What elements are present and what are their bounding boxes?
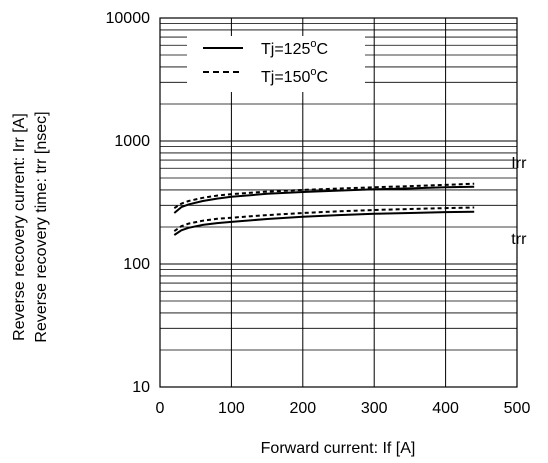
x-tick-label: 400 [432, 400, 459, 417]
legend-entry-125-sup: o [310, 38, 316, 50]
legend-entry-125-main: Tj=125 [261, 41, 310, 58]
legend: Tj=125oC Tj=150oC [187, 36, 365, 92]
annotation-trr: trr [511, 231, 527, 248]
plot-frame [159, 17, 518, 388]
x-tick-label: 200 [289, 400, 316, 417]
x-tick-label: 100 [218, 400, 245, 417]
tick-labels: 0 100 200 300 400 500 10 100 1000 10000 [106, 10, 531, 417]
annotation-irr: Irr [511, 155, 527, 172]
legend-entry-150-unit: C [317, 69, 329, 86]
x-axis-label: Forward current: If [A] [261, 440, 416, 457]
y-tick-label: 10 [132, 379, 150, 396]
series-line-irr-dashed [173, 182, 475, 209]
x-tick-label: 0 [156, 400, 165, 417]
legend-entry-150-main: Tj=150 [261, 69, 310, 86]
series-line-irr-solid [173, 185, 475, 214]
legend-entry-150: Tj=150oC [261, 66, 328, 86]
legend-entry-125: Tj=125oC [261, 38, 328, 58]
legend-background [187, 36, 365, 92]
y-axis-label-trr: Reverse recovery time: trr [nsec] [33, 111, 50, 342]
series-line-trr-solid [173, 210, 475, 236]
y-tick-label: 100 [123, 256, 150, 273]
y-tick-label: 1000 [114, 133, 150, 150]
series-line-trr-dashed [173, 206, 475, 232]
series-group [173, 182, 475, 236]
x-tick-label: 500 [504, 400, 531, 417]
y-axis-label-irr: Reverse recovery current: Irr [A] [11, 113, 28, 341]
y-tick-label: 10000 [106, 10, 151, 27]
legend-entry-125-unit: C [317, 41, 329, 58]
x-tick-label: 300 [361, 400, 388, 417]
legend-entry-150-sup: o [310, 66, 316, 78]
